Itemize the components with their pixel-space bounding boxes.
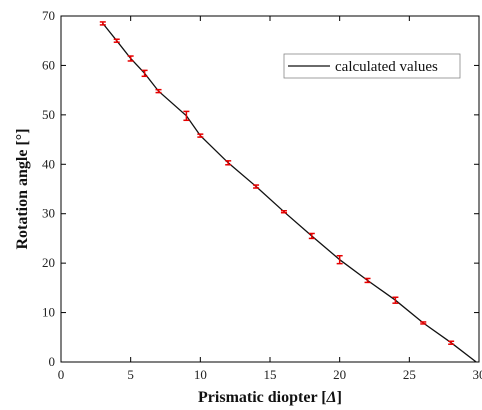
y-axis-ticks: 0 10 20 30 40 50 60 70	[42, 8, 479, 369]
x-axis-ticks: 0 5 10 15 20 25 30	[58, 16, 482, 382]
error-bar	[280, 209, 287, 214]
y-tick-label: 20	[42, 255, 55, 270]
errorbar-layer	[99, 21, 455, 345]
error-bar	[308, 232, 315, 240]
error-bar	[253, 184, 260, 189]
error-bar	[155, 88, 162, 94]
x-tick-label: 10	[194, 367, 207, 382]
y-tick-label: 60	[42, 57, 55, 72]
legend: calculated values	[283, 53, 461, 79]
error-bar	[127, 55, 134, 62]
x-axis-title: Prismatic diopter [Δ]	[198, 389, 342, 406]
error-bar	[448, 340, 455, 345]
error-bar	[392, 296, 399, 304]
x-tick-label: 25	[403, 367, 416, 382]
y-tick-label: 0	[49, 354, 56, 369]
x-tick-label: 20	[333, 367, 346, 382]
y-tick-label: 10	[42, 305, 55, 320]
error-bar	[141, 69, 148, 78]
x-tick-label: 30	[473, 367, 482, 382]
error-bar	[113, 38, 120, 43]
x-axis-title-main: Prismatic diopter [	[198, 389, 327, 406]
x-tick-label: 5	[127, 367, 134, 382]
error-bar	[183, 110, 190, 122]
y-tick-label: 50	[42, 107, 55, 122]
error-bar	[197, 133, 204, 138]
x-tick-label: 15	[264, 367, 277, 382]
error-bar	[336, 254, 343, 265]
x-axis-title-symbol: Δ	[326, 389, 337, 406]
y-tick-label: 70	[42, 8, 55, 23]
y-axis-title: Rotation angle [°]	[14, 128, 31, 249]
y-tick-label: 30	[42, 206, 55, 221]
error-bar	[364, 277, 371, 284]
error-bar	[420, 321, 427, 325]
legend-label: calculated values	[335, 59, 438, 75]
x-axis-title-suffix: ]	[337, 389, 342, 406]
error-bar	[225, 160, 232, 166]
x-tick-label: 0	[58, 367, 65, 382]
y-tick-label: 40	[42, 156, 55, 171]
error-bar	[99, 21, 106, 26]
